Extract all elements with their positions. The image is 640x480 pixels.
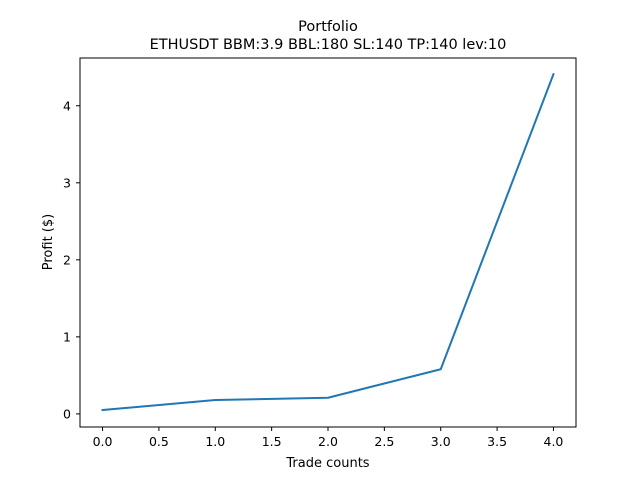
x-tick-label: 0.5 <box>149 434 169 449</box>
y-axis-label: Profit ($) <box>41 214 56 270</box>
y-tick-label: 3 <box>63 175 71 190</box>
y-tick-label: 0 <box>63 406 71 421</box>
x-tick-label: 3.0 <box>431 434 451 449</box>
x-tick-label: 1.5 <box>262 434 282 449</box>
y-axis-ticks: 0 1 2 3 4 <box>63 98 80 421</box>
y-tick-label: 1 <box>63 329 71 344</box>
x-tick-label: 1.0 <box>205 434 225 449</box>
x-tick-label: 0.0 <box>93 434 113 449</box>
chart-title: Portfolio <box>298 19 358 35</box>
y-tick-label: 2 <box>63 252 71 267</box>
x-tick-label: 4.0 <box>544 434 564 449</box>
x-axis-label: Trade counts <box>285 456 369 471</box>
x-tick-label: 2.0 <box>318 434 338 449</box>
y-tick-label: 4 <box>63 98 71 113</box>
x-tick-label: 3.5 <box>487 434 507 449</box>
x-tick-label: 2.5 <box>374 434 394 449</box>
series-line <box>101 72 555 412</box>
series-layer <box>101 72 555 412</box>
chart-subtitle: ETHUSDT BBM:3.9 BBL:180 SL:140 TP:140 le… <box>150 37 507 53</box>
x-axis-ticks: 0.0 0.5 1.0 1.5 2.0 2.5 3.0 3.5 4.0 <box>93 427 564 449</box>
plot-area-frame <box>79 57 577 428</box>
